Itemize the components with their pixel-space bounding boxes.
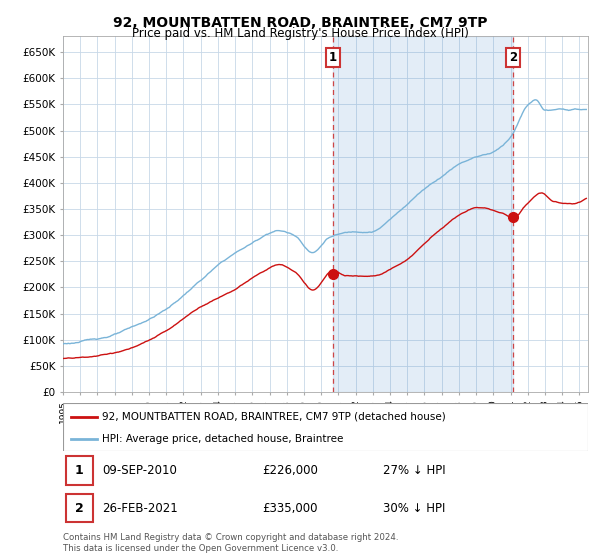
Text: Contains HM Land Registry data © Crown copyright and database right 2024.
This d: Contains HM Land Registry data © Crown c… — [63, 533, 398, 553]
Text: Price paid vs. HM Land Registry's House Price Index (HPI): Price paid vs. HM Land Registry's House … — [131, 27, 469, 40]
Bar — [333, 36, 513, 392]
Text: 30% ↓ HPI: 30% ↓ HPI — [383, 502, 446, 515]
Text: 1: 1 — [75, 464, 83, 477]
Text: 09-SEP-2010: 09-SEP-2010 — [103, 464, 177, 477]
Text: 1: 1 — [329, 51, 337, 64]
Bar — [65, 456, 93, 484]
Text: HPI: Average price, detached house, Braintree: HPI: Average price, detached house, Brai… — [103, 434, 344, 444]
Bar — [65, 494, 93, 522]
Text: 2: 2 — [509, 51, 517, 64]
Text: £226,000: £226,000 — [263, 464, 319, 477]
Text: 2: 2 — [75, 502, 83, 515]
Text: 26-FEB-2021: 26-FEB-2021 — [103, 502, 178, 515]
Text: £335,000: £335,000 — [263, 502, 318, 515]
Text: 92, MOUNTBATTEN ROAD, BRAINTREE, CM7 9TP (detached house): 92, MOUNTBATTEN ROAD, BRAINTREE, CM7 9TP… — [103, 412, 446, 422]
Text: 27% ↓ HPI: 27% ↓ HPI — [383, 464, 446, 477]
Text: 92, MOUNTBATTEN ROAD, BRAINTREE, CM7 9TP: 92, MOUNTBATTEN ROAD, BRAINTREE, CM7 9TP — [113, 16, 487, 30]
